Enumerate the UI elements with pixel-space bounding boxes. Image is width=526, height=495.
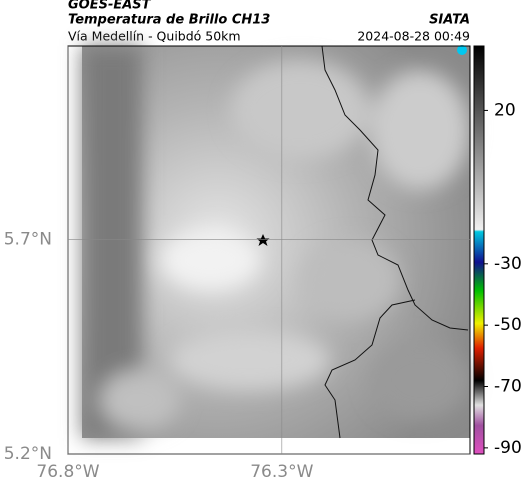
title: Temperatura de Brillo CH13 bbox=[68, 13, 270, 28]
timestamp: 2024-08-28 00:49 bbox=[357, 29, 470, 44]
subtitle: Vía Medellín - Quibdó 50km bbox=[68, 29, 241, 44]
colorbar-label: -90 bbox=[494, 438, 522, 458]
colorbar-label: -50 bbox=[494, 315, 522, 335]
colorbar-label: 20 bbox=[494, 100, 516, 120]
y-tick-label: 5.7°N bbox=[4, 229, 52, 249]
satellite-image bbox=[82, 45, 470, 438]
location-marker bbox=[256, 234, 270, 246]
x-tick-label: 76.3°W bbox=[250, 462, 313, 482]
colorbar-label: -70 bbox=[494, 377, 522, 397]
x-tick-label: 76.8°W bbox=[36, 462, 99, 482]
y-tick-label: 5.2°N bbox=[4, 444, 52, 464]
product: GOES-EAST bbox=[68, 0, 152, 13]
colorbar-label: -30 bbox=[494, 254, 522, 274]
org: SIATA bbox=[429, 13, 470, 28]
colorbar bbox=[473, 45, 485, 455]
borders bbox=[321, 45, 469, 439]
